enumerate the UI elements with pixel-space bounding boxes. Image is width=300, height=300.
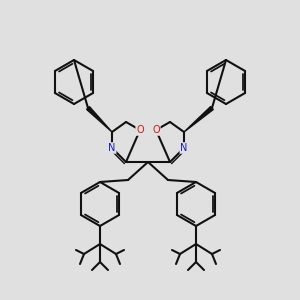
Text: O: O bbox=[152, 125, 160, 135]
Text: O: O bbox=[136, 125, 144, 135]
Text: N: N bbox=[108, 143, 116, 153]
Polygon shape bbox=[184, 106, 213, 132]
Polygon shape bbox=[87, 106, 112, 132]
Text: N: N bbox=[180, 143, 188, 153]
